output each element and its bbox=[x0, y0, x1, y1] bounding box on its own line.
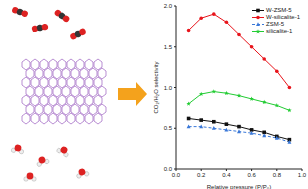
html-text:W-ZSM-5: W-ZSM-5 bbox=[266, 7, 292, 13]
html-text:ZSM-5: ZSM-5 bbox=[266, 21, 285, 27]
html-text:W-silicalite-1: W-silicalite-1 bbox=[266, 14, 300, 20]
svg-text:2.0: 2.0 bbox=[164, 3, 173, 9]
svg-text:1.5: 1.5 bbox=[164, 44, 173, 50]
svg-text:0.6: 0.6 bbox=[247, 172, 256, 178]
svg-text:0.5: 0.5 bbox=[164, 125, 173, 131]
html-text:silicalite-1: silicalite-1 bbox=[266, 28, 293, 34]
svg-text:0.2: 0.2 bbox=[197, 172, 206, 178]
svg-text:Relative pressure (P/P₀): Relative pressure (P/P₀) bbox=[207, 184, 272, 189]
svg-text:0.8: 0.8 bbox=[273, 172, 282, 178]
svg-text:CO₂/H₂O selectivity: CO₂/H₂O selectivity bbox=[153, 62, 159, 114]
svg-text:0.0: 0.0 bbox=[172, 172, 181, 178]
svg-text:1.0: 1.0 bbox=[164, 85, 173, 91]
svg-text:0.4: 0.4 bbox=[222, 172, 231, 178]
svg-text:1.0: 1.0 bbox=[298, 172, 300, 178]
svg-text:0.0: 0.0 bbox=[164, 166, 173, 172]
